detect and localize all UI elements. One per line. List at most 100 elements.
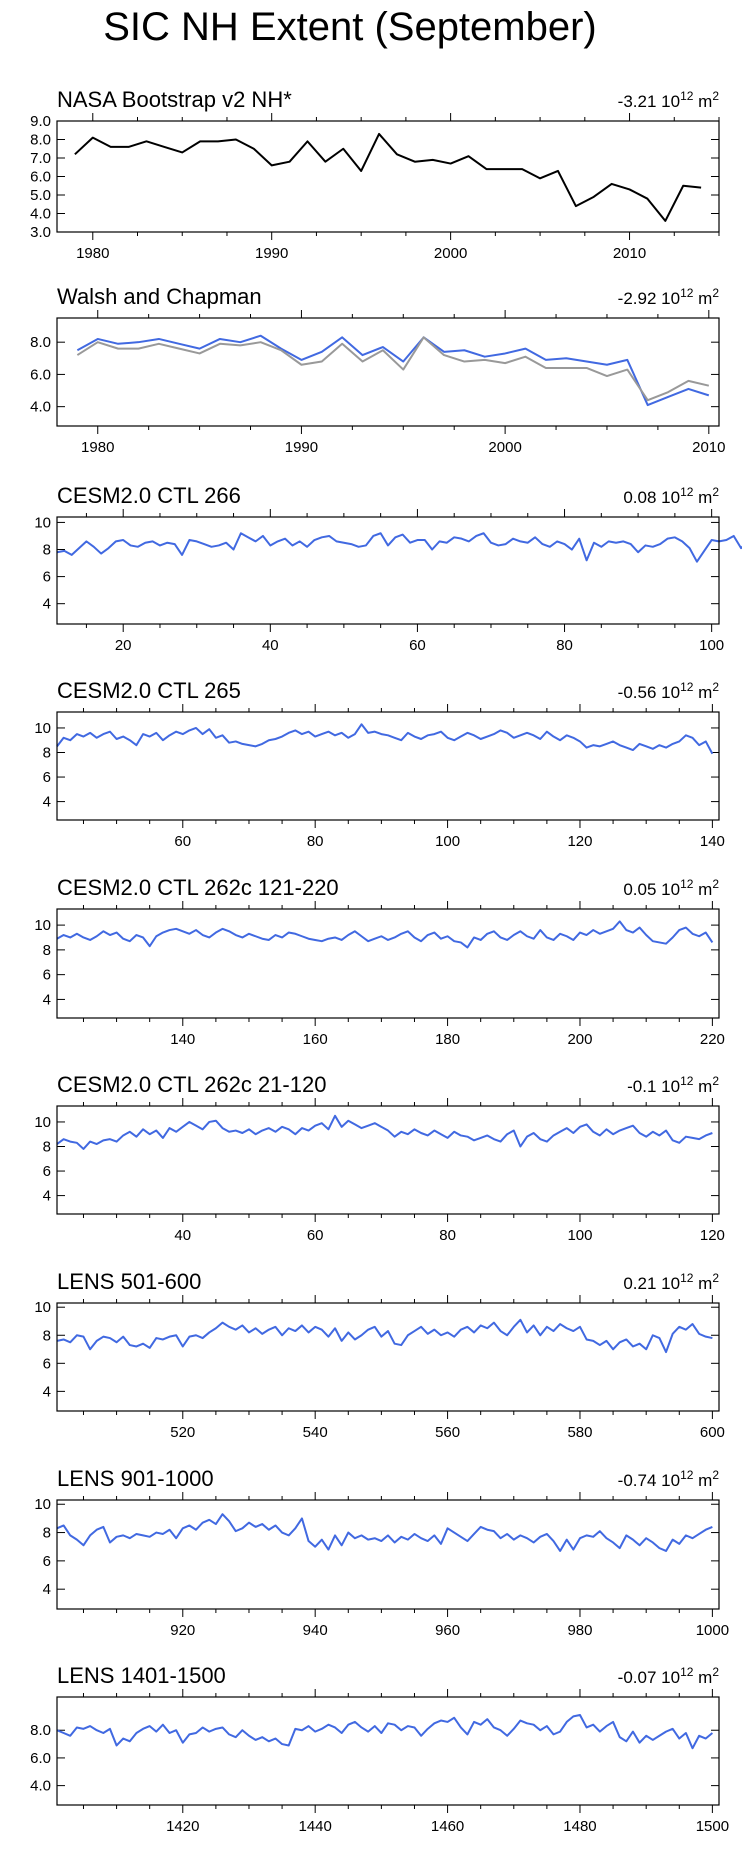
- x-tick-label: 100: [435, 833, 460, 850]
- x-tick-label: 40: [262, 637, 279, 654]
- y-tick-label: 6.0: [30, 366, 51, 383]
- panel-title: LENS 501-600: [57, 1269, 201, 1294]
- series-line: [56, 723, 714, 755]
- trend-unit-m: m: [693, 1668, 712, 1687]
- x-tick-label: 200: [567, 1031, 592, 1048]
- x-tick-label: 1980: [76, 245, 109, 262]
- y-tick-label: 4: [43, 1383, 51, 1400]
- main-title: SIC NH Extent (September): [103, 5, 597, 49]
- trend-unit-m: m: [693, 1274, 712, 1293]
- trend-value: -0.07: [618, 1668, 661, 1687]
- y-tick-label: 6: [43, 569, 51, 586]
- series-line: [56, 532, 742, 563]
- x-tick-label: 80: [307, 833, 324, 850]
- panel-title: LENS 901-1000: [57, 1466, 214, 1491]
- y-tick-label: 4.0: [30, 399, 51, 416]
- series-line: [76, 336, 710, 402]
- trend-exponent-m: 2: [712, 1271, 719, 1285]
- y-tick-label: 10: [34, 514, 51, 531]
- y-tick-label: 8: [43, 745, 51, 762]
- y-tick-label: 4.0: [30, 206, 51, 223]
- x-tick-label: 1460: [431, 1818, 464, 1835]
- x-tick-label: 20: [115, 637, 132, 654]
- x-tick-label: 2000: [488, 439, 521, 456]
- x-tick-label: 60: [174, 833, 191, 850]
- y-tick-label: 4: [43, 1188, 51, 1205]
- y-tick-label: 10: [34, 917, 51, 934]
- x-tick-label: 1990: [255, 245, 288, 262]
- plot-frame: [56, 1499, 720, 1610]
- trend-exponent: 12: [680, 680, 694, 694]
- trend-unit-m: m: [693, 488, 712, 507]
- trend-value: 0.08: [623, 488, 661, 507]
- x-tick-label: 140: [700, 833, 725, 850]
- trend-unit: 10: [661, 1274, 680, 1293]
- trend-unit-m: m: [693, 1471, 712, 1490]
- panel-title: Walsh and Chapman: [57, 284, 262, 309]
- trend-exponent: 12: [680, 286, 694, 300]
- x-tick-label: 2010: [692, 439, 725, 456]
- series-line: [56, 1318, 713, 1354]
- plot-frame: [56, 516, 720, 625]
- plot-frame: [56, 1105, 720, 1215]
- trend-unit: 10: [661, 289, 680, 308]
- series-line: [76, 334, 710, 407]
- x-tick-label: 220: [700, 1031, 725, 1048]
- trend-exponent-m: 2: [712, 1665, 719, 1679]
- trend-label: -0.07 1012 m2: [618, 1665, 720, 1687]
- x-tick-label: 180: [435, 1031, 460, 1048]
- trend-value: -3.21: [618, 92, 661, 111]
- x-tick-label: 80: [556, 637, 573, 654]
- trend-unit-m: m: [693, 289, 712, 308]
- y-tick-label: 8.0: [30, 334, 51, 351]
- y-tick-label: 8.0: [30, 132, 51, 149]
- trend-unit: 10: [661, 683, 680, 702]
- y-tick-label: 8: [43, 1139, 51, 1156]
- plot-frame: [56, 317, 720, 427]
- x-tick-label: 980: [567, 1622, 592, 1639]
- y-tick-label: 8: [43, 542, 51, 559]
- series-line: [56, 1714, 714, 1750]
- x-tick-label: 160: [303, 1031, 328, 1048]
- trend-unit: 10: [661, 1668, 680, 1687]
- y-tick-label: 8: [43, 1327, 51, 1344]
- y-tick-label: 6: [43, 967, 51, 984]
- trend-unit-m: m: [693, 1077, 712, 1096]
- x-tick-label: 540: [303, 1424, 328, 1441]
- y-tick-label: 4: [43, 794, 51, 811]
- x-tick-label: 920: [170, 1622, 195, 1639]
- trend-exponent: 12: [680, 1074, 694, 1088]
- x-tick-label: 60: [409, 637, 426, 654]
- trend-label: 0.05 1012 m2: [623, 877, 719, 899]
- trend-exponent-m: 2: [712, 286, 719, 300]
- y-tick-label: 6: [43, 1163, 51, 1180]
- series-line: [56, 920, 714, 949]
- x-tick-label: 1980: [81, 439, 114, 456]
- series-line: [74, 132, 702, 222]
- y-tick-label: 5.0: [30, 187, 51, 204]
- series-line: [56, 1114, 713, 1150]
- plot-frame: [56, 120, 720, 233]
- x-tick-label: 1480: [563, 1818, 596, 1835]
- panel-title: LENS 1401-1500: [57, 1663, 226, 1688]
- trend-label: -0.74 1012 m2: [618, 1468, 720, 1490]
- trend-unit-m: m: [693, 683, 712, 702]
- trend-label: -0.1 1012 m2: [627, 1074, 719, 1096]
- x-tick-label: 1000: [696, 1622, 729, 1639]
- x-tick-label: 1420: [166, 1818, 199, 1835]
- panel-title: CESM2.0 CTL 266: [57, 483, 241, 508]
- y-tick-label: 10: [34, 1299, 51, 1316]
- y-tick-label: 8.0: [30, 1722, 51, 1739]
- trend-exponent-m: 2: [712, 89, 719, 103]
- chart-panel: LENS 1401-1500 -0.07 1012 m2 4.0 6.0 8.0 1420…: [30, 1663, 729, 1835]
- x-tick-label: 140: [170, 1031, 195, 1048]
- panel-title: CESM2.0 CTL 262c 21-120: [57, 1072, 326, 1097]
- y-tick-label: 6.0: [30, 169, 51, 186]
- y-tick-label: 4.0: [30, 1778, 51, 1795]
- y-tick-label: 8: [43, 1525, 51, 1542]
- y-tick-label: 9.0: [30, 113, 51, 130]
